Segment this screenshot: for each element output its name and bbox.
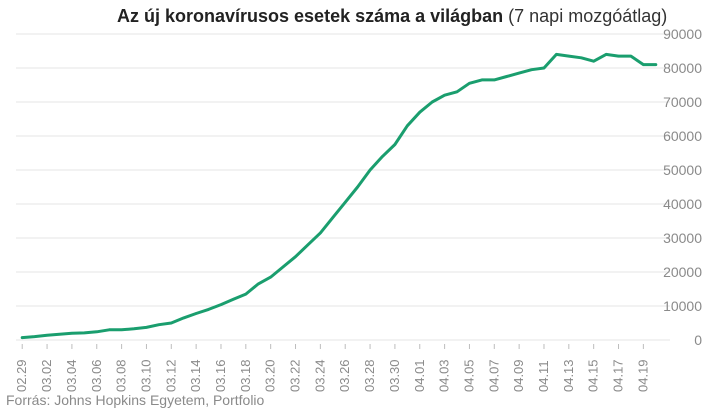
data-point xyxy=(368,168,372,172)
y-tick-label: 60000 xyxy=(663,128,702,144)
x-tick-label: 03.22 xyxy=(288,359,303,392)
data-point xyxy=(517,71,521,75)
data-point xyxy=(455,90,459,94)
y-tick-label: 90000 xyxy=(663,26,702,42)
data-point xyxy=(542,66,546,70)
data-point xyxy=(157,323,161,326)
data-point xyxy=(294,255,297,258)
y-tick-label: 50000 xyxy=(663,162,702,178)
x-tick-label: 03.10 xyxy=(138,359,153,392)
y-tick-label: 70000 xyxy=(663,94,702,110)
x-tick-label: 04.17 xyxy=(611,359,626,392)
x-tick-label: 03.30 xyxy=(387,359,402,392)
data-point xyxy=(604,53,608,56)
x-tick-label: 03.02 xyxy=(39,359,54,392)
y-tick-label: 0 xyxy=(694,332,702,348)
x-tick-label: 04.15 xyxy=(586,359,601,392)
data-point xyxy=(331,216,334,219)
data-point xyxy=(306,243,310,246)
data-point xyxy=(393,143,397,146)
data-point xyxy=(33,335,36,338)
data-point xyxy=(381,155,384,158)
y-tick-label: 40000 xyxy=(663,196,702,212)
data-point xyxy=(145,326,148,329)
y-tick-label: 80000 xyxy=(663,60,702,76)
data-point xyxy=(21,336,24,339)
data-point xyxy=(617,54,620,58)
gridlines xyxy=(16,33,670,341)
x-tick-label: 03.20 xyxy=(263,359,278,392)
data-point xyxy=(194,312,198,315)
data-point xyxy=(120,328,123,331)
y-tick-label: 20000 xyxy=(663,264,702,280)
data-point xyxy=(642,63,645,66)
x-tick-label: 03.26 xyxy=(337,359,352,392)
x-tick-label: 03.18 xyxy=(238,359,253,392)
x-tick-label: 04.11 xyxy=(536,360,551,392)
data-point xyxy=(232,298,235,301)
x-tick-label: 03.28 xyxy=(362,359,377,392)
x-tick-label: 04.05 xyxy=(461,359,476,392)
data-point xyxy=(443,94,446,97)
source-note: Forrás: Johns Hopkins Egyetem, Portfolio xyxy=(6,392,265,408)
y-axis: 0 10000 20000 30000 40000 50000 60000 70000 8000… xyxy=(663,26,702,348)
data-point xyxy=(493,78,496,82)
x-tick-label: 04.01 xyxy=(412,359,427,392)
series-layer xyxy=(20,52,658,340)
data-point xyxy=(654,63,657,66)
data-point xyxy=(244,292,248,296)
x-tick-label: 03.08 xyxy=(114,359,129,392)
data-point xyxy=(83,331,86,335)
chart-title: Az új koronavírusos esetek száma a világ… xyxy=(117,6,667,26)
x-tick-label: 03.12 xyxy=(163,359,178,392)
data-point xyxy=(418,111,421,114)
data-point xyxy=(319,231,322,235)
data-point xyxy=(70,332,74,335)
data-point xyxy=(356,185,359,189)
data-point xyxy=(592,60,595,63)
x-tick-label: 04.07 xyxy=(486,359,501,392)
data-point xyxy=(281,265,285,269)
x-axis: 02.29 03.02 03.04 03.06 03.08 03.10 03.12 03.14… xyxy=(14,344,650,392)
data-point xyxy=(580,56,583,59)
x-tick-label: 04.03 xyxy=(437,359,452,392)
data-point xyxy=(257,282,260,286)
data-point xyxy=(207,308,210,311)
y-tick-label: 10000 xyxy=(663,298,702,314)
data-point xyxy=(530,68,533,71)
data-point xyxy=(170,321,173,325)
chart-title-main: Az új koronavírusos esetek száma a világ… xyxy=(117,6,503,26)
data-point xyxy=(95,330,98,334)
data-point xyxy=(406,124,409,128)
x-tick-label: 03.24 xyxy=(312,359,327,392)
data-point xyxy=(269,275,272,279)
x-tick-label: 04.19 xyxy=(635,359,650,392)
data-point xyxy=(45,334,49,337)
data-point xyxy=(107,328,111,331)
x-tick-label: 03.16 xyxy=(213,359,228,392)
data-point xyxy=(555,53,558,56)
data-point xyxy=(58,333,61,336)
data-point xyxy=(567,54,571,58)
data-point xyxy=(344,201,347,204)
data-point xyxy=(468,82,471,85)
x-tick-label: 03.06 xyxy=(89,359,104,392)
data-point xyxy=(629,54,633,58)
data-point xyxy=(430,100,434,104)
x-tick-label: 03.04 xyxy=(64,359,79,392)
x-tick-label: 04.13 xyxy=(561,359,576,392)
data-point xyxy=(132,327,136,330)
x-tick-label: 02.29 xyxy=(14,359,29,392)
chart-title-note: (7 napi mozgóátlag) xyxy=(508,6,667,26)
y-tick-label: 30000 xyxy=(663,230,702,246)
data-point xyxy=(480,78,484,82)
data-point xyxy=(182,316,185,320)
data-point xyxy=(505,75,508,78)
series-line xyxy=(20,52,658,340)
x-tick-label: 04.09 xyxy=(511,359,526,392)
data-point xyxy=(219,303,223,306)
x-tick-label: 03.14 xyxy=(188,359,203,392)
